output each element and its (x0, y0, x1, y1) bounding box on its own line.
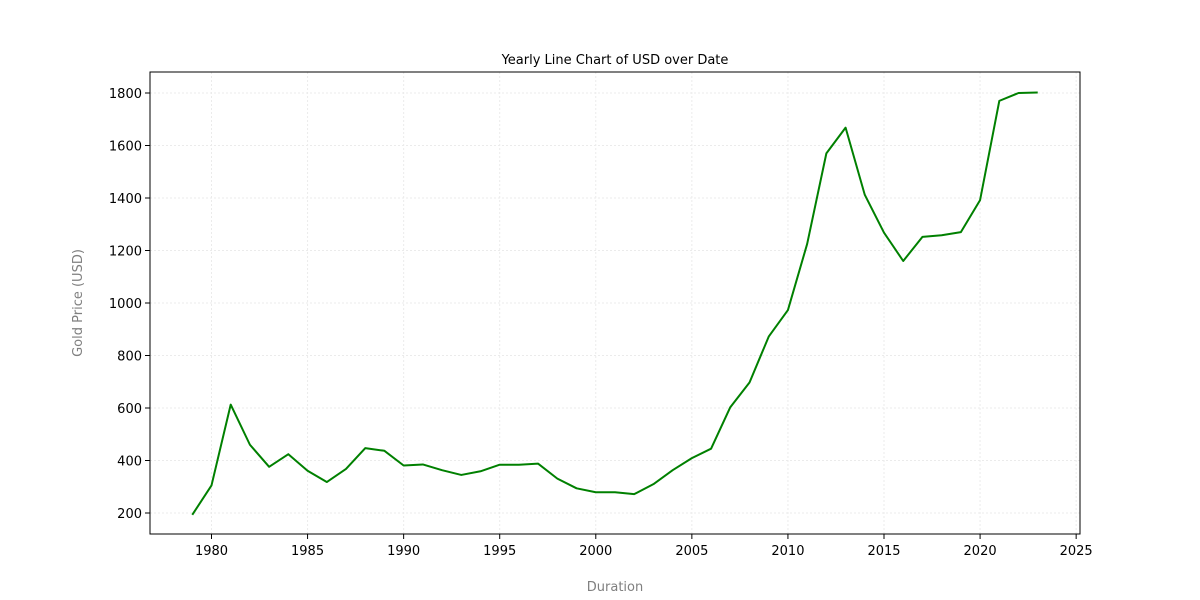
x-tick-label: 1990 (387, 544, 420, 559)
y-tick-label: 1800 (109, 87, 142, 102)
chart-title: Yearly Line Chart of USD over Date (501, 53, 729, 68)
y-tick-label: 1200 (109, 245, 142, 260)
x-tick-label: 2020 (964, 544, 997, 559)
x-axis: 1980 1985 1990 1995 2000 2005 2010 2015 2020 2025 (195, 534, 1093, 559)
y-tick-label: 200 (117, 507, 142, 522)
x-tick-label: 2025 (1060, 544, 1093, 559)
y-tick-label: 800 (117, 350, 142, 365)
y-axis-label: Gold Price (USD) (71, 249, 86, 357)
y-tick-label: 400 (117, 455, 142, 470)
x-tick-label: 1985 (291, 544, 324, 559)
y-tick-label: 1000 (109, 297, 142, 312)
x-tick-label: 2000 (579, 544, 612, 559)
y-tick-label: 1400 (109, 192, 142, 207)
series-layer (191, 91, 1038, 516)
y-tick-label: 600 (117, 402, 142, 417)
grid (150, 72, 1080, 534)
x-tick-label: 2015 (867, 544, 900, 559)
series-line-gold-price (191, 91, 1038, 516)
x-tick-label: 2010 (771, 544, 804, 559)
y-axis: 200 400 600 800 1000 1200 1400 1600 1800 (109, 87, 150, 522)
x-axis-label: Duration (587, 580, 643, 595)
y-tick-label: 1600 (109, 140, 142, 155)
x-tick-label: 1980 (195, 544, 228, 559)
x-tick-label: 2005 (675, 544, 708, 559)
x-tick-label: 1995 (483, 544, 516, 559)
